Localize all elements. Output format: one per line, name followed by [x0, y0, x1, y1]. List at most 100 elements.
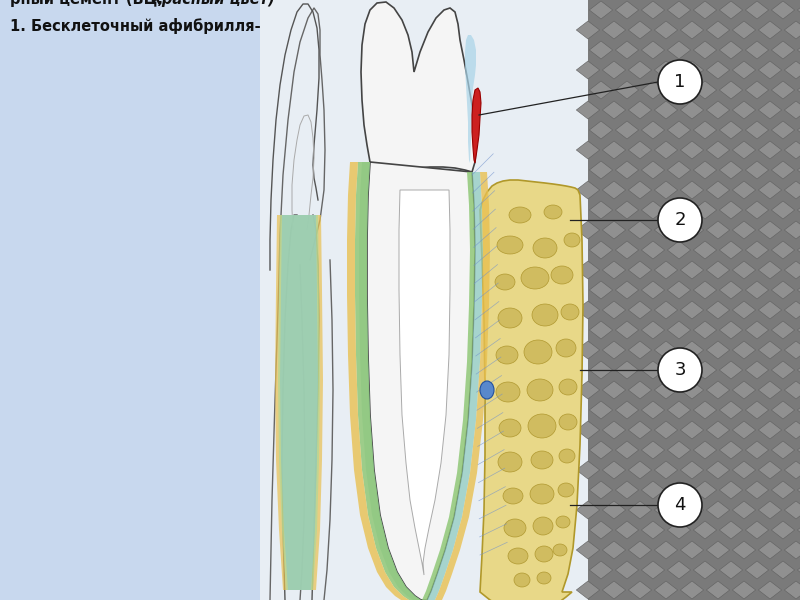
Polygon shape: [732, 261, 756, 279]
Polygon shape: [590, 441, 613, 459]
Polygon shape: [694, 281, 717, 299]
Bar: [0, 0, 588, 600]
Polygon shape: [602, 581, 626, 599]
Polygon shape: [694, 361, 717, 379]
Polygon shape: [746, 281, 769, 299]
Polygon shape: [719, 201, 742, 219]
Polygon shape: [680, 181, 704, 199]
Polygon shape: [771, 41, 794, 59]
Bar: [260, 0, 588, 600]
Polygon shape: [667, 521, 690, 539]
Polygon shape: [590, 161, 613, 179]
Polygon shape: [706, 581, 730, 599]
Ellipse shape: [499, 419, 521, 437]
Polygon shape: [399, 190, 450, 575]
Polygon shape: [576, 221, 600, 239]
Polygon shape: [798, 121, 800, 139]
Polygon shape: [642, 81, 665, 99]
Ellipse shape: [533, 517, 553, 535]
Polygon shape: [654, 21, 678, 39]
Polygon shape: [602, 221, 626, 239]
Polygon shape: [798, 321, 800, 339]
Polygon shape: [798, 201, 800, 219]
Polygon shape: [602, 101, 626, 119]
Polygon shape: [798, 561, 800, 579]
Polygon shape: [654, 221, 678, 239]
Polygon shape: [746, 81, 769, 99]
Polygon shape: [590, 121, 613, 139]
Polygon shape: [590, 41, 613, 59]
Polygon shape: [798, 281, 800, 299]
Polygon shape: [590, 561, 613, 579]
Polygon shape: [680, 221, 704, 239]
Polygon shape: [654, 61, 678, 79]
Polygon shape: [771, 161, 794, 179]
Polygon shape: [615, 521, 638, 539]
Ellipse shape: [559, 379, 577, 395]
Polygon shape: [784, 101, 800, 119]
Polygon shape: [798, 81, 800, 99]
Polygon shape: [602, 261, 626, 279]
Polygon shape: [628, 181, 652, 199]
Polygon shape: [590, 401, 613, 419]
Polygon shape: [758, 301, 782, 319]
Polygon shape: [706, 381, 730, 399]
Polygon shape: [654, 381, 678, 399]
Polygon shape: [706, 541, 730, 559]
Polygon shape: [798, 241, 800, 259]
Polygon shape: [667, 1, 690, 19]
Polygon shape: [746, 441, 769, 459]
Polygon shape: [667, 321, 690, 339]
Polygon shape: [798, 361, 800, 379]
Polygon shape: [422, 172, 475, 600]
Polygon shape: [798, 521, 800, 539]
Polygon shape: [694, 561, 717, 579]
Polygon shape: [771, 561, 794, 579]
Polygon shape: [642, 401, 665, 419]
Polygon shape: [719, 481, 742, 499]
Polygon shape: [359, 162, 427, 600]
Polygon shape: [732, 541, 756, 559]
Text: 4: 4: [674, 496, 686, 514]
Polygon shape: [602, 381, 626, 399]
Ellipse shape: [521, 267, 549, 289]
Polygon shape: [784, 461, 800, 479]
Ellipse shape: [556, 339, 576, 357]
Polygon shape: [480, 180, 583, 600]
Polygon shape: [590, 481, 613, 499]
Polygon shape: [719, 521, 742, 539]
Polygon shape: [680, 101, 704, 119]
Ellipse shape: [553, 544, 567, 556]
Polygon shape: [694, 41, 717, 59]
Polygon shape: [576, 501, 600, 519]
Polygon shape: [732, 61, 756, 79]
Polygon shape: [758, 381, 782, 399]
Polygon shape: [628, 61, 652, 79]
Polygon shape: [615, 281, 638, 299]
Polygon shape: [615, 121, 638, 139]
Ellipse shape: [498, 452, 522, 472]
Polygon shape: [746, 121, 769, 139]
Polygon shape: [361, 2, 476, 172]
Ellipse shape: [531, 451, 553, 469]
Ellipse shape: [514, 573, 530, 587]
Polygon shape: [667, 241, 690, 259]
Polygon shape: [628, 581, 652, 599]
Polygon shape: [784, 301, 800, 319]
Ellipse shape: [559, 414, 577, 430]
Polygon shape: [628, 141, 652, 159]
Polygon shape: [347, 162, 415, 600]
Polygon shape: [576, 301, 600, 319]
Ellipse shape: [495, 274, 515, 290]
Polygon shape: [642, 121, 665, 139]
Ellipse shape: [497, 236, 523, 254]
Polygon shape: [278, 215, 320, 590]
Polygon shape: [576, 421, 600, 439]
Polygon shape: [694, 481, 717, 499]
Ellipse shape: [504, 519, 526, 537]
Polygon shape: [746, 361, 769, 379]
Polygon shape: [784, 581, 800, 599]
Polygon shape: [771, 521, 794, 539]
Polygon shape: [615, 561, 638, 579]
Polygon shape: [576, 261, 600, 279]
